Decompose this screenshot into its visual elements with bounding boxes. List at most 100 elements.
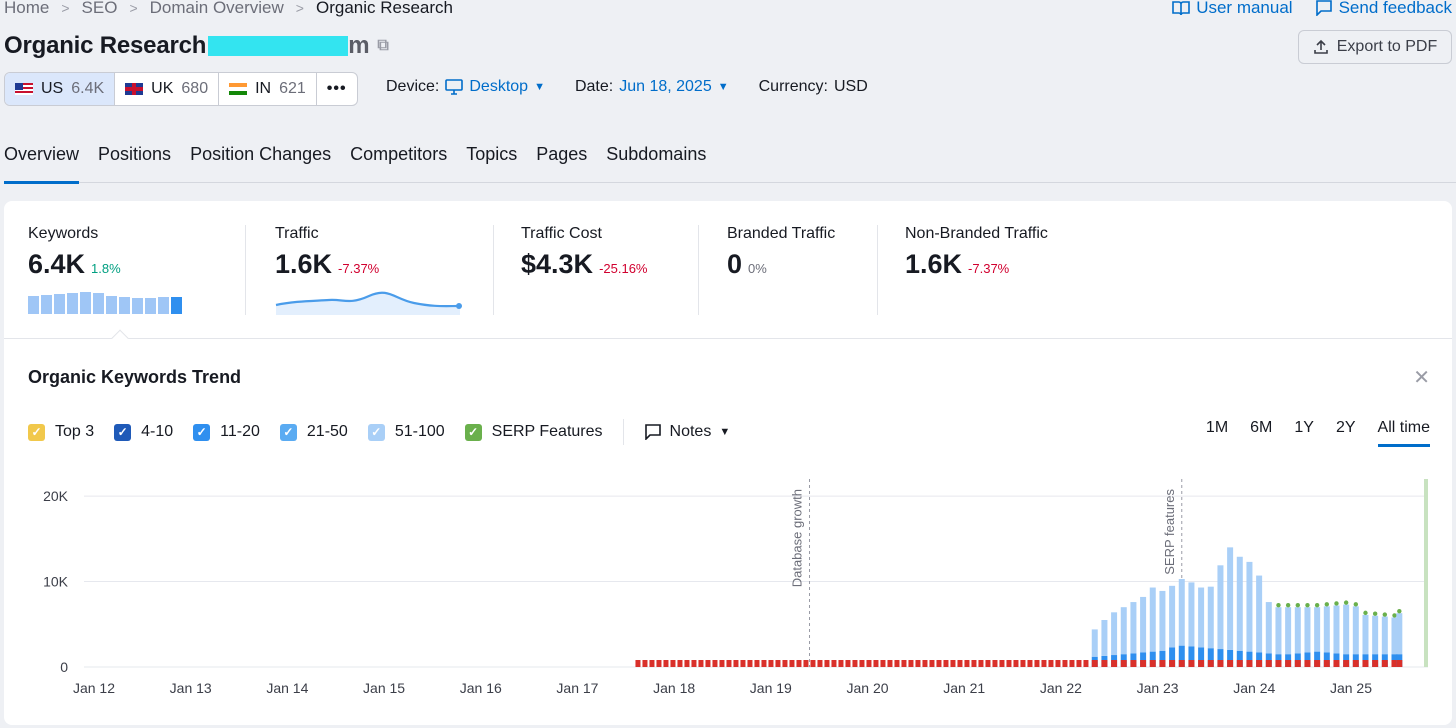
bar-51-100 — [1391, 617, 1398, 655]
breadcrumb-domain-overview[interactable]: Domain Overview — [149, 0, 284, 17]
kpi-branded-traffic[interactable]: Branded Traffic 0 0% — [727, 225, 835, 280]
database-selector: US 6.4K UK 680 IN 621 ••• — [4, 72, 358, 106]
serp-marker — [922, 660, 928, 667]
serp-marker — [943, 660, 949, 667]
close-icon[interactable]: ✕ — [1413, 367, 1430, 389]
breadcrumb: Home > SEO > Domain Overview > Organic R… — [4, 0, 453, 18]
note-icon — [644, 424, 661, 440]
tab-topics[interactable]: Topics — [466, 144, 518, 164]
book-icon — [1172, 1, 1191, 16]
tab-competitors[interactable]: Competitors — [350, 144, 448, 164]
export-to-pdf-button[interactable]: Export to PDF — [1298, 30, 1452, 64]
tab-subdomains[interactable]: Subdomains — [606, 144, 707, 164]
kpi-delta: -7.37% — [338, 261, 380, 276]
legend-top3[interactable]: ✓ Top 3 — [28, 423, 94, 441]
legend-4-10[interactable]: ✓ 4-10 — [114, 423, 173, 441]
serp-marker — [1246, 660, 1253, 667]
serp-marker — [684, 660, 690, 667]
range-2y[interactable]: 2Y — [1335, 419, 1356, 436]
range-6m[interactable]: 6M — [1250, 419, 1273, 436]
current-range-highlight — [1424, 479, 1428, 667]
legend-21-50[interactable]: ✓ 21-50 — [279, 423, 348, 441]
tab-positions[interactable]: Positions — [98, 144, 172, 164]
kpi-traffic-cost[interactable]: Traffic Cost $4.3K -25.16% — [521, 225, 647, 280]
kpi-non-branded-traffic[interactable]: Non-Branded Traffic 1.6K -7.37% — [905, 225, 1048, 280]
serp-feature-point — [1382, 612, 1388, 617]
serp-marker — [677, 660, 683, 667]
serp-marker — [887, 660, 893, 667]
kpi-label: Traffic Cost — [521, 225, 602, 242]
external-link-icon[interactable]: ⧉ — [377, 37, 389, 54]
bar-4-10 — [1256, 652, 1263, 667]
in-flag-icon — [229, 83, 248, 95]
serp-marker — [838, 660, 844, 667]
bar-51-100 — [1198, 587, 1205, 648]
kpi-value: 1.6K — [905, 249, 963, 279]
serp-marker — [1198, 660, 1205, 667]
legend-serp-features[interactable]: ✓ SERP Features — [464, 423, 603, 441]
breadcrumb-seo[interactable]: SEO — [81, 0, 118, 17]
database-tab-in[interactable]: IN 621 — [219, 73, 317, 105]
breadcrumb-current: Organic Research — [315, 0, 453, 17]
device-dropdown[interactable]: Desktop ▼ — [445, 78, 545, 96]
serp-marker — [1159, 660, 1166, 667]
serp-marker — [1256, 660, 1263, 667]
serp-marker — [796, 660, 802, 667]
serp-marker — [859, 660, 865, 667]
keywords-trend-chart[interactable]: 0 10K 20K Jan 12 Jan 13 Jan 14 Jan 15 Jan 16 Jan… — [4, 471, 1452, 711]
bar-4-10 — [1217, 649, 1224, 667]
monitor-icon — [445, 79, 464, 95]
bar-51-100 — [1120, 607, 1127, 655]
bar-51-100 — [1149, 587, 1156, 652]
date-dropdown[interactable]: Jun 18, 2025 ▼ — [619, 78, 728, 96]
database-tab-us[interactable]: US 6.4K — [5, 73, 116, 105]
database-count: 621 — [279, 80, 306, 97]
notes-dropdown[interactable]: Notes ▼ — [644, 423, 730, 441]
traffic-sparkline — [275, 291, 462, 315]
breadcrumb-home[interactable]: Home — [4, 0, 50, 17]
x-tick-label: Jan 24 — [1233, 680, 1275, 696]
range-1y[interactable]: 1Y — [1294, 419, 1314, 436]
legend-11-20[interactable]: ✓ 11-20 — [193, 423, 260, 441]
annotation-label: SERP features — [1162, 489, 1177, 575]
chevron-right-icon: > — [129, 0, 138, 16]
tab-pages[interactable]: Pages — [536, 144, 588, 164]
bar-51-100 — [1265, 602, 1272, 654]
keywords-sparkbars — [28, 290, 182, 314]
more-databases-button[interactable]: ••• — [317, 73, 357, 105]
bar-51-100 — [1130, 602, 1137, 654]
kpi-value: $4.3K — [521, 249, 594, 279]
range-1m[interactable]: 1M — [1205, 419, 1229, 436]
kpi-keywords[interactable]: Keywords 6.4K 1.8% — [28, 225, 121, 280]
y-tick-label: 10K — [43, 574, 69, 590]
tab-position-changes[interactable]: Position Changes — [190, 144, 332, 164]
bar-4-10 — [1159, 650, 1166, 667]
send-feedback-link[interactable]: Send feedback — [1315, 0, 1452, 18]
database-tab-uk[interactable]: UK 680 — [115, 73, 220, 105]
tab-overview[interactable]: Overview — [4, 144, 80, 184]
serp-feature-point — [1314, 602, 1320, 608]
bar-4-10 — [1140, 652, 1147, 667]
serp-marker — [1227, 660, 1234, 667]
legend-label: 11-20 — [220, 423, 260, 440]
range-all-time[interactable]: All time — [1377, 419, 1431, 447]
serp-marker — [768, 660, 774, 667]
kpi-traffic[interactable]: Traffic 1.6K -7.37% — [275, 225, 379, 280]
bar-4-10 — [1207, 648, 1214, 667]
serp-marker — [649, 660, 655, 667]
bar-51-100 — [1396, 613, 1403, 655]
serp-marker — [817, 660, 823, 667]
serp-marker — [831, 660, 837, 667]
kpi-label: Keywords — [28, 225, 99, 242]
serp-marker — [1076, 660, 1082, 667]
legend-51-100[interactable]: ✓ 51-100 — [367, 423, 445, 441]
legend-label: 4-10 — [141, 423, 174, 440]
report-tabs: Overview Positions Position Changes Comp… — [4, 144, 1456, 184]
send-feedback-label: Send feedback — [1338, 0, 1452, 17]
serp-feature-point — [1343, 600, 1349, 605]
date-filter: Date: Jun 18, 2025 ▼ — [575, 78, 729, 96]
user-manual-link[interactable]: User manual — [1172, 0, 1293, 18]
export-label: Export to PDF — [1336, 38, 1438, 55]
kpi-delta: -7.37% — [968, 261, 1010, 276]
serp-marker — [1217, 660, 1224, 667]
